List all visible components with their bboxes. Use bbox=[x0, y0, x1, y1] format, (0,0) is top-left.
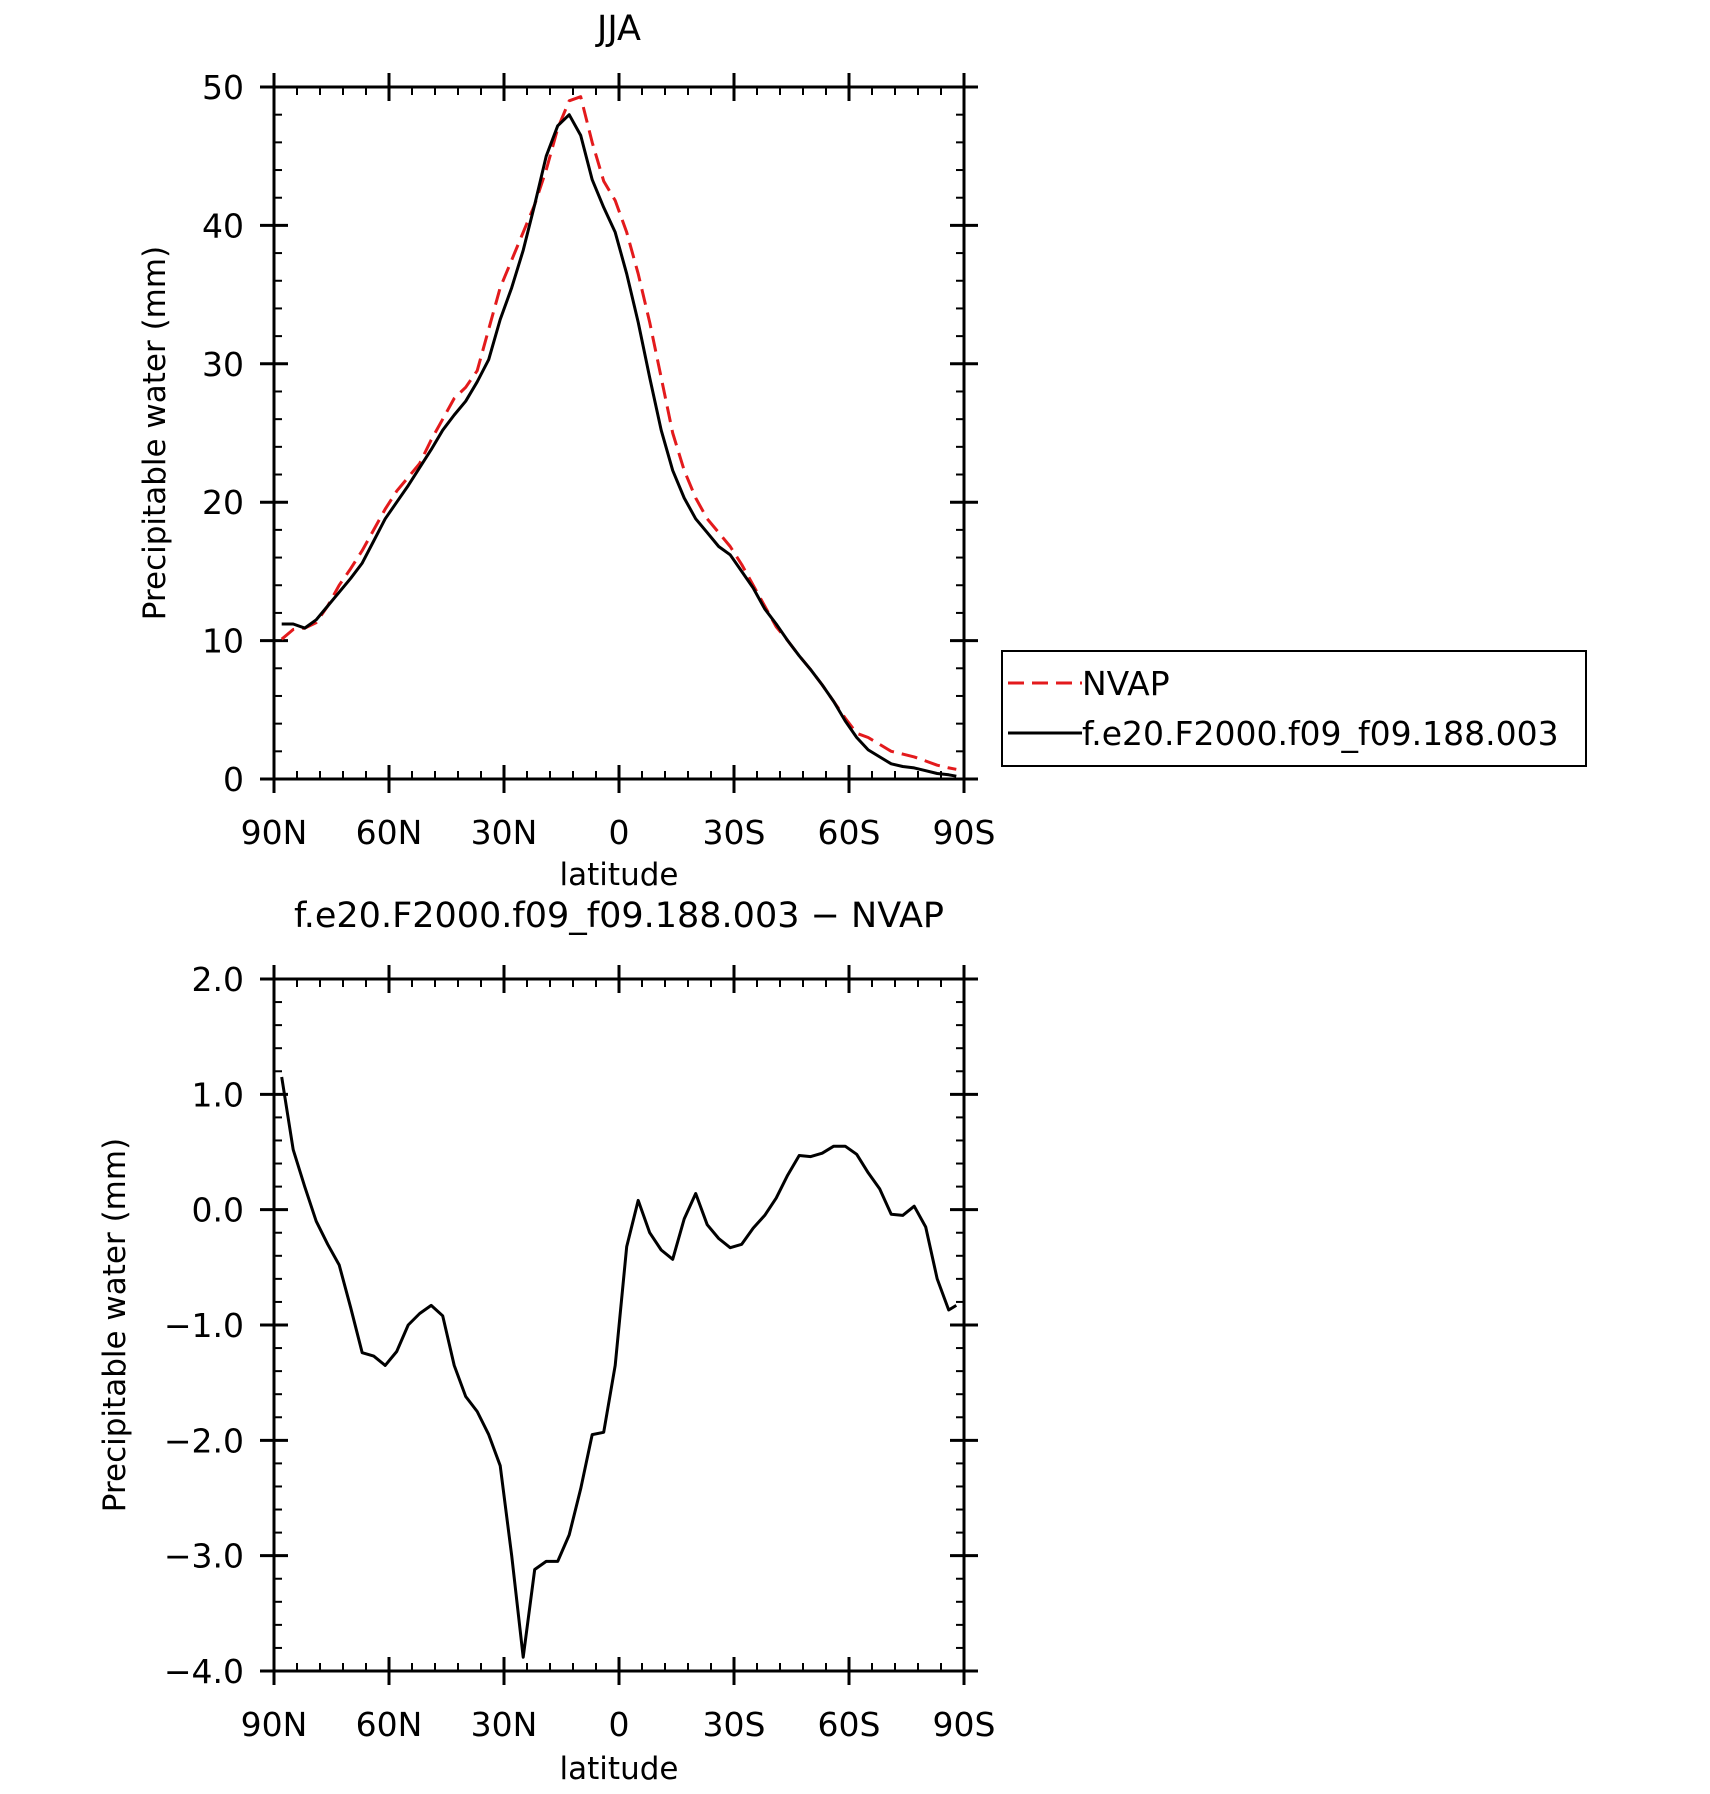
x-tick-label: 30S bbox=[703, 813, 766, 852]
series-line-1 bbox=[280, 95, 957, 771]
x-tick-label: 30N bbox=[471, 813, 538, 852]
x-tick-label: 60S bbox=[818, 1705, 881, 1744]
y-tick-label: 40 bbox=[202, 206, 244, 245]
y-tick-label: 2.0 bbox=[192, 960, 244, 999]
y-tick-label: −4.0 bbox=[164, 1652, 244, 1691]
y-tick-label: −3.0 bbox=[164, 1537, 244, 1576]
x-tick-label: 90S bbox=[933, 813, 996, 852]
y-tick-label: 10 bbox=[202, 622, 244, 661]
y-tick-label: 0 bbox=[223, 760, 244, 799]
x-tick-label: 90N bbox=[241, 813, 308, 852]
legend-box bbox=[1001, 650, 1587, 767]
y-tick-label: 1.0 bbox=[192, 1075, 244, 1114]
y-tick-label: 0.0 bbox=[192, 1191, 244, 1230]
legend-label: NVAP bbox=[1082, 664, 1170, 703]
x-tick-label: 90S bbox=[933, 1705, 996, 1744]
y-tick-label: 30 bbox=[202, 345, 244, 384]
x-axis-label: latitude bbox=[560, 1751, 679, 1787]
chart-title: f.e20.F2000.f09_f09.188.003 − NVAP bbox=[294, 896, 944, 936]
legend-label: f.e20.F2000.f09_f09.188.003 bbox=[1082, 714, 1559, 753]
series-line-2 bbox=[281, 113, 957, 778]
y-tick-label: 20 bbox=[202, 483, 244, 522]
y-tick-label: −1.0 bbox=[164, 1306, 244, 1345]
x-tick-label: 90N bbox=[241, 1705, 308, 1744]
x-tick-label: 30N bbox=[471, 1705, 538, 1744]
series-line-1 bbox=[280, 1076, 958, 1659]
bottom-chart: f.e20.F2000.f09_f09.188.003 − NVAP 90N 60N… bbox=[97, 896, 995, 1787]
legend: NVAP f.e20.F2000.f09_f09.188.003 bbox=[1001, 650, 1587, 767]
x-tick-label: 0 bbox=[609, 1705, 630, 1744]
plot-frame bbox=[272, 85, 966, 781]
y-axis-label: Precipitable water (mm) bbox=[137, 246, 173, 620]
chart-title: JJA bbox=[595, 9, 641, 49]
x-tick-label: 60N bbox=[356, 1705, 423, 1744]
y-tick-label: 50 bbox=[202, 68, 244, 107]
y-axis-label: Precipitable water (mm) bbox=[97, 1138, 133, 1512]
x-tick-label: 30S bbox=[703, 1705, 766, 1744]
x-tick-label: 60N bbox=[356, 813, 423, 852]
x-tick-label: 60S bbox=[818, 813, 881, 852]
y-tick-label: −2.0 bbox=[164, 1421, 244, 1460]
top-chart: JJA 90N 60N 30N 0 30S 60S 90S 0 10 20 30 40 50 latitud… bbox=[137, 9, 1587, 893]
x-axis-label: latitude bbox=[560, 857, 679, 893]
x-tick-label: 0 bbox=[609, 813, 630, 852]
